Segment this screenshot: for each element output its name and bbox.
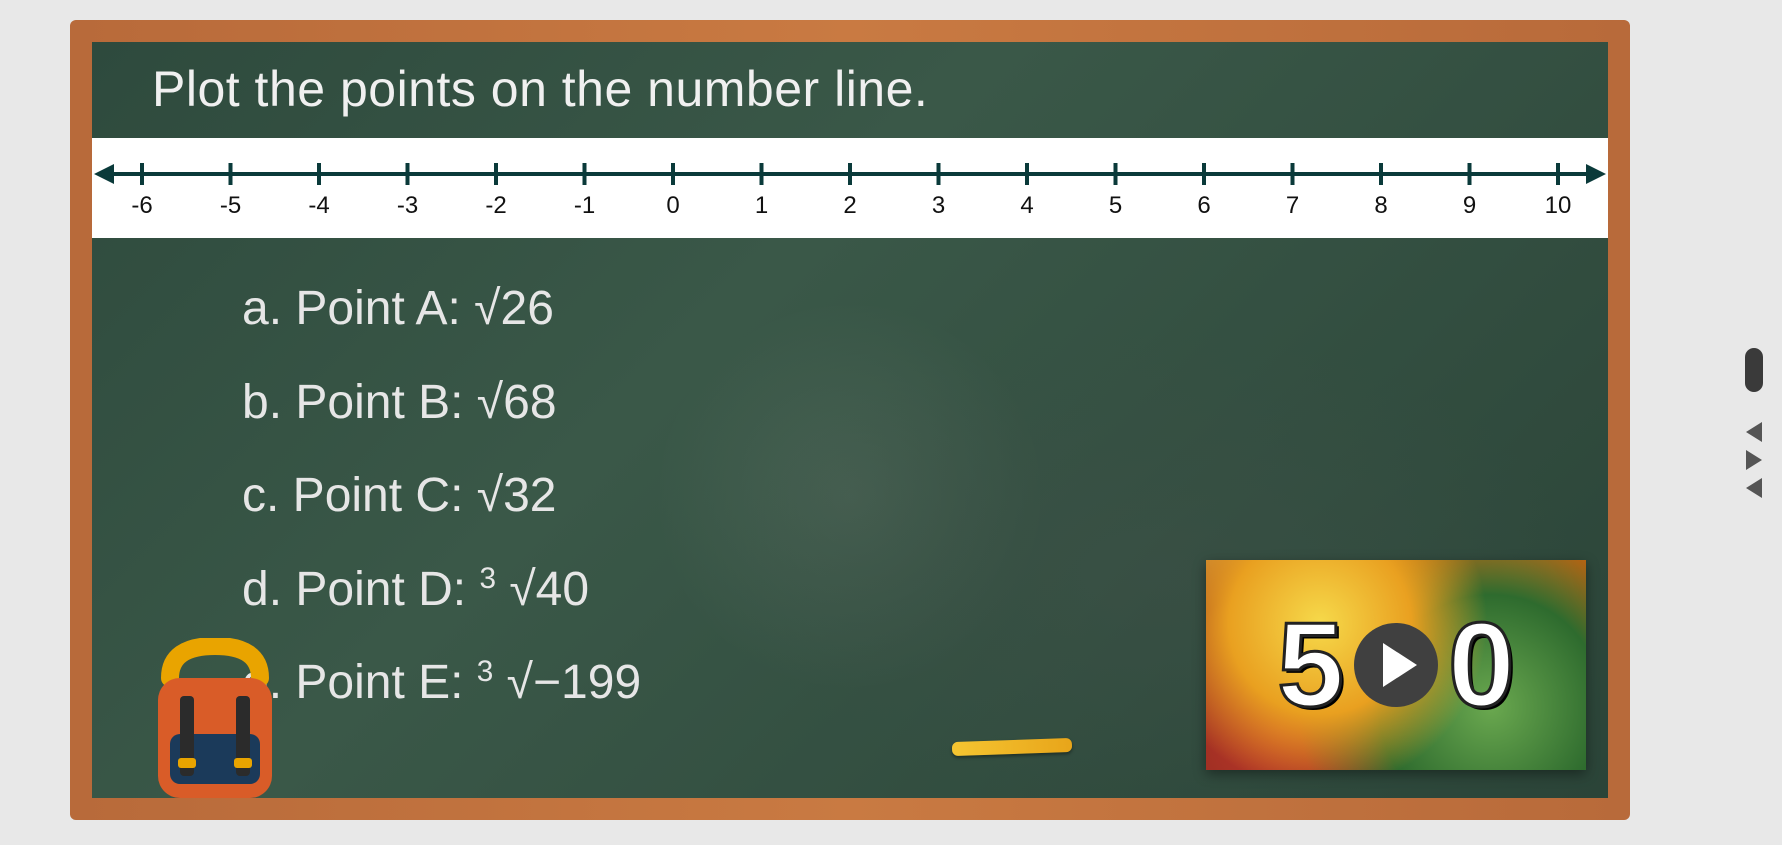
tick-label: -3 (397, 192, 418, 219)
playback-controls (1746, 422, 1762, 498)
tick-label: 6 (1197, 192, 1210, 219)
points-list: a. Point A: √26b. Point B: √68c. Point C… (242, 262, 641, 730)
tick-label: -6 (131, 192, 152, 219)
point-item: c. Point C: √32 (242, 449, 641, 543)
point-item: a. Point A: √26 (242, 262, 641, 356)
tick-label: 0 (666, 192, 679, 219)
tick-label: 1 (755, 192, 768, 219)
tick-label: 2 (843, 192, 856, 219)
play-icon (1354, 623, 1438, 707)
side-controls (1734, 348, 1774, 498)
point-item: b. Point B: √68 (242, 356, 641, 450)
thumb-left-digit: 5 (1277, 596, 1344, 734)
chalkboard: Plot the points on the number line. -6 -5… (92, 42, 1608, 798)
chalk-marker (952, 738, 1072, 756)
tick-label: -2 (485, 192, 506, 219)
number-line: -6 -5 -4 -3 -2 -1 0 1 2 3 4 5 6 7 8 9 10 (92, 138, 1608, 238)
tick-label: 8 (1374, 192, 1387, 219)
tick-label: 5 (1109, 192, 1122, 219)
tick-label: -4 (308, 192, 329, 219)
tick-label: 10 (1545, 192, 1572, 219)
tick-label: 4 (1020, 192, 1033, 219)
tick-label: 3 (932, 192, 945, 219)
tick-label: -5 (220, 192, 241, 219)
prompt-text: Plot the points on the number line. (152, 60, 928, 118)
rewind-icon[interactable] (1746, 478, 1762, 498)
volume-pill-icon[interactable] (1745, 348, 1763, 392)
point-item: e. Point E: 3 √−199 (242, 636, 641, 730)
number-line-strip: -6 -5 -4 -3 -2 -1 0 1 2 3 4 5 6 7 8 9 10 (92, 138, 1608, 238)
next-icon[interactable] (1746, 450, 1762, 470)
prev-icon[interactable] (1746, 422, 1762, 442)
chalkboard-frame: Plot the points on the number line. -6 -5… (70, 20, 1630, 820)
tick-label: 9 (1463, 192, 1476, 219)
tick-label: 7 (1286, 192, 1299, 219)
point-item: d. Point D: 3 √40 (242, 543, 641, 637)
video-thumbnail[interactable]: 5 0 (1206, 560, 1586, 770)
thumb-right-digit: 0 (1448, 596, 1515, 734)
tick-label: -1 (574, 192, 595, 219)
backpack-icon (140, 638, 290, 808)
